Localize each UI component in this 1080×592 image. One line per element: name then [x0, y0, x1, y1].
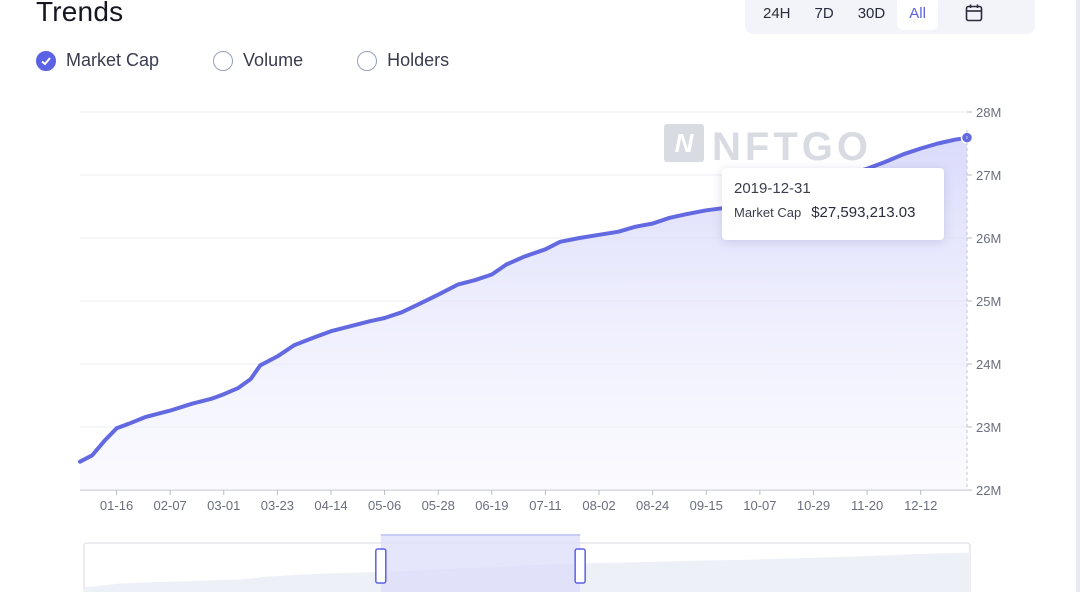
y-tick-label: 23M — [976, 420, 1001, 435]
x-tick-label: 11-20 — [851, 498, 883, 513]
metric-market-cap[interactable]: Market Cap — [36, 50, 159, 71]
x-tick-label: 05-28 — [422, 498, 455, 513]
scrollbar-track[interactable] — [1076, 0, 1080, 592]
nftgo-watermark: N NFTGO — [664, 124, 872, 169]
y-tick-label: 25M — [976, 294, 1001, 309]
svg-text:N: N — [675, 128, 695, 158]
navigator-handle[interactable] — [574, 548, 586, 584]
x-tick-label: 08-02 — [582, 498, 615, 513]
metric-holders-label: Holders — [387, 50, 450, 70]
unchecked-radio-icon[interactable] — [357, 50, 378, 71]
metric-market-cap-label: Market Cap — [66, 50, 160, 70]
y-tick-label: 24M — [976, 357, 1001, 372]
y-tick-label: 26M — [976, 231, 1001, 246]
range-30d-button[interactable]: 30D — [857, 4, 886, 22]
tooltip-series-label: Market Cap — [734, 205, 802, 220]
y-tick-label: 27M — [976, 168, 1001, 183]
metric-selector: Market Cap Volume Holders — [36, 50, 503, 71]
x-tick-label: 01-16 — [100, 498, 133, 513]
x-tick-label: 02-07 — [154, 498, 187, 513]
range-7d-button[interactable]: 7D — [814, 4, 834, 22]
chart-tooltip: 2019-12-31 Market Cap $27,593,213.03 — [722, 168, 944, 240]
tooltip-date: 2019-12-31 — [734, 180, 811, 197]
page-title: Trends — [36, 0, 124, 27]
navigator-window[interactable] — [380, 535, 581, 592]
metric-holders[interactable]: Holders — [357, 50, 449, 71]
navigator-handle[interactable] — [375, 548, 387, 584]
y-tick-label: 28M — [976, 105, 1001, 120]
x-tick-label: 10-07 — [743, 498, 776, 513]
range-all-button[interactable]: All — [897, 0, 938, 30]
metric-volume[interactable]: Volume — [213, 50, 303, 71]
x-tick-label: 12-12 — [904, 498, 937, 513]
x-tick-label: 09-15 — [690, 498, 723, 513]
x-tick-label: 10-29 — [797, 498, 830, 513]
calendar-icon — [965, 4, 983, 22]
tooltip-value: $27,593,213.03 — [811, 204, 916, 221]
checked-radio-icon[interactable] — [36, 50, 56, 71]
unchecked-radio-icon[interactable] — [213, 50, 234, 71]
range-24h-button[interactable]: 24H — [763, 4, 791, 22]
y-tick-label: 22M — [976, 483, 1001, 498]
x-tick-label: 03-23 — [261, 498, 294, 513]
svg-text:NFTGO: NFTGO — [712, 125, 872, 169]
time-range-selector: 24H 7D 30D All — [745, 0, 1035, 34]
calendar-button[interactable] — [942, 0, 1006, 30]
x-tick-label: 07-11 — [529, 498, 561, 513]
x-tick-label: 05-06 — [368, 498, 401, 513]
metric-volume-label: Volume — [243, 50, 304, 70]
x-tick-label: 08-24 — [636, 498, 669, 513]
x-tick-label: 06-19 — [475, 498, 508, 513]
x-tick-label: 03-01 — [207, 498, 240, 513]
x-tick-label: 04-14 — [314, 498, 347, 513]
